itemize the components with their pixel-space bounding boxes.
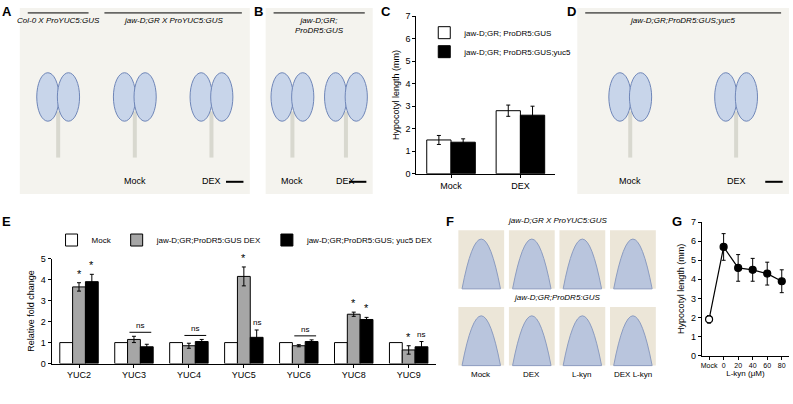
svg-text:Hypocotyl length (mm): Hypocotyl length (mm): [391, 50, 401, 140]
svg-text:D: D: [567, 4, 576, 19]
svg-text:DEX: DEX: [727, 176, 746, 186]
svg-text:YUC9: YUC9: [397, 370, 421, 380]
svg-text:DEX: DEX: [336, 176, 355, 186]
svg-text:*: *: [241, 252, 246, 264]
svg-text:80: 80: [778, 362, 786, 369]
svg-text:6: 6: [691, 236, 696, 246]
svg-text:Hypocotyl length (mm): Hypocotyl length (mm): [676, 244, 686, 334]
svg-text:1: 1: [41, 338, 46, 348]
svg-text:3: 3: [406, 101, 411, 111]
svg-text:jaw-D;GR X ProYUC5:GUS: jaw-D;GR X ProYUC5:GUS: [508, 216, 607, 225]
svg-text:*: *: [89, 259, 94, 271]
svg-text:Mock: Mock: [471, 370, 491, 379]
svg-text:YUC8: YUC8: [342, 370, 366, 380]
svg-text:DEX: DEX: [511, 181, 530, 191]
svg-text:Mock: Mock: [440, 181, 462, 191]
svg-text:Mock: Mock: [619, 176, 641, 186]
svg-text:DEX L-kyn: DEX L-kyn: [614, 370, 652, 379]
svg-text:DEX: DEX: [523, 370, 540, 379]
svg-text:7: 7: [691, 217, 696, 227]
svg-text:2: 2: [406, 124, 411, 134]
svg-text:A: A: [2, 4, 12, 19]
svg-text:0: 0: [691, 351, 696, 361]
svg-text:0: 0: [406, 169, 411, 179]
svg-text:C: C: [381, 4, 391, 19]
svg-text:1: 1: [406, 146, 411, 156]
svg-text:ns: ns: [191, 324, 199, 333]
svg-text:ns: ns: [253, 318, 261, 327]
svg-text:*: *: [77, 268, 82, 280]
svg-text:jaw-D;GR;ProDR5:GUS DEX: jaw-D;GR;ProDR5:GUS DEX: [156, 236, 261, 245]
svg-text:Mock: Mock: [124, 176, 146, 186]
svg-text:jaw-D;GR; ProDR5:GUS;yuc5: jaw-D;GR; ProDR5:GUS;yuc5: [463, 48, 571, 57]
svg-text:F: F: [446, 214, 454, 229]
svg-text:7: 7: [406, 11, 411, 21]
svg-text:20: 20: [734, 362, 742, 369]
svg-text:jaw-D;GR X ProYUC5:GUS: jaw-D;GR X ProYUC5:GUS: [124, 16, 223, 25]
svg-text:jaw-D;GR;ProDR5:GUS;yuc5: jaw-D;GR;ProDR5:GUS;yuc5: [630, 16, 736, 25]
svg-text:B: B: [254, 4, 263, 19]
svg-text:60: 60: [763, 362, 771, 369]
svg-text:YUC5: YUC5: [232, 370, 256, 380]
svg-text:5: 5: [41, 254, 46, 264]
svg-text:2: 2: [691, 313, 696, 323]
svg-text:4: 4: [691, 274, 696, 284]
svg-text:DEX: DEX: [202, 176, 221, 186]
svg-text:E: E: [2, 214, 11, 229]
svg-text:4: 4: [406, 79, 411, 89]
svg-text:Mock: Mock: [92, 236, 112, 245]
svg-text:YUC6: YUC6: [287, 370, 311, 380]
svg-text:Mock: Mock: [701, 362, 718, 369]
svg-text:5: 5: [406, 56, 411, 66]
svg-text:*: *: [406, 331, 411, 343]
svg-text:ns: ns: [301, 325, 309, 334]
svg-text:5: 5: [691, 255, 696, 265]
svg-text:YUC4: YUC4: [177, 370, 201, 380]
svg-text:*: *: [351, 297, 356, 309]
svg-text:G: G: [672, 214, 682, 229]
svg-text:YUC3: YUC3: [122, 370, 146, 380]
svg-text:jaw-D;GR;ProDR5:GUS: jaw-D;GR;ProDR5:GUS: [514, 293, 601, 302]
svg-text:40: 40: [749, 362, 757, 369]
svg-text:jaw-D;GR;ProDR5:GUS: jaw-D;GR;ProDR5:GUS: [295, 16, 344, 35]
svg-text:Mock: Mock: [281, 176, 303, 186]
svg-text:1: 1: [691, 332, 696, 342]
svg-text:Col-0 X ProYUC5:GUS: Col-0 X ProYUC5:GUS: [17, 16, 100, 25]
svg-text:0: 0: [722, 362, 726, 369]
svg-text:L-kyn (μM): L-kyn (μM): [726, 369, 765, 378]
svg-text:3: 3: [41, 296, 46, 306]
svg-text:4: 4: [41, 275, 46, 285]
svg-text:Relative fold change: Relative fold change: [26, 270, 36, 352]
svg-text:jaw-D;GR; ProDR5:GUS: jaw-D;GR; ProDR5:GUS: [463, 29, 551, 38]
svg-text:ns: ns: [417, 330, 425, 339]
svg-text:*: *: [364, 302, 369, 314]
svg-text:ns: ns: [136, 321, 144, 330]
svg-text:6: 6: [406, 34, 411, 44]
svg-text:2: 2: [41, 317, 46, 327]
svg-text:jaw-D;GR;ProDR5:GUS; yuc5 DEX: jaw-D;GR;ProDR5:GUS; yuc5 DEX: [306, 236, 433, 245]
svg-text:3: 3: [691, 294, 696, 304]
svg-text:L-kyn: L-kyn: [572, 370, 592, 379]
svg-text:YUC2: YUC2: [67, 370, 91, 380]
svg-text:0: 0: [41, 359, 46, 369]
